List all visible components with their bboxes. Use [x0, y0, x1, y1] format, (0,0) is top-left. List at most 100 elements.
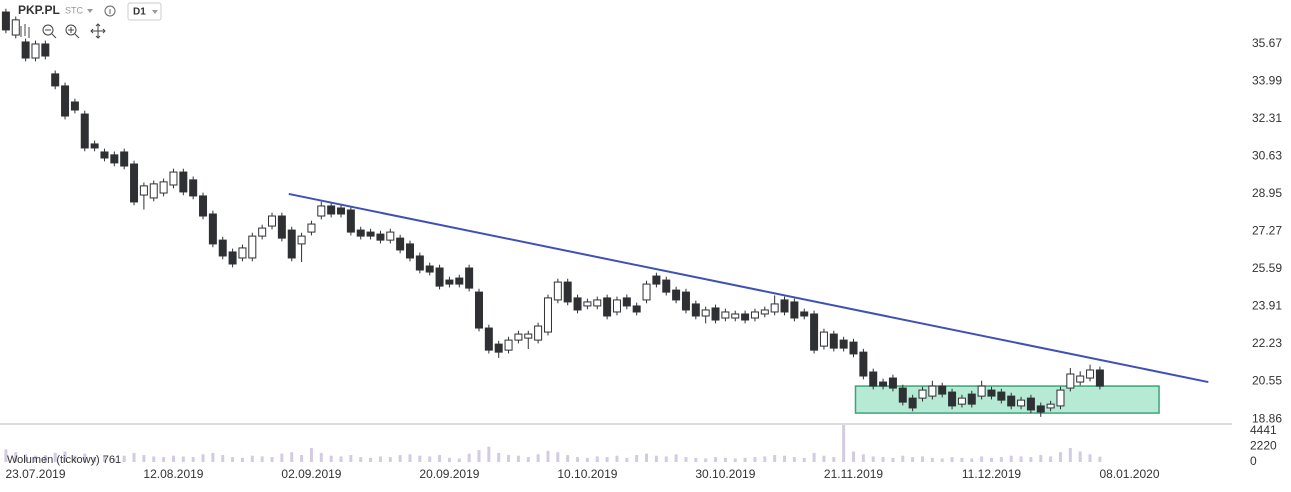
volume-bar	[960, 457, 964, 462]
volume-bar	[4, 449, 8, 462]
candle-body	[731, 313, 740, 319]
volume-tick-label: 0	[1250, 454, 1257, 468]
candle-body	[819, 331, 828, 347]
source[interactable]: STC	[65, 5, 84, 15]
volume-bar	[1049, 456, 1053, 462]
volume-bar	[309, 448, 313, 462]
volume-bar	[989, 457, 993, 462]
volume-bar	[970, 458, 974, 462]
candle-body	[879, 381, 888, 387]
volume-bar	[418, 455, 422, 462]
x-tick-label: 20.09.2019	[419, 467, 479, 481]
volume-bar	[24, 454, 28, 462]
volume-bar	[290, 452, 294, 462]
candle-body	[199, 195, 208, 217]
candle-body	[553, 281, 562, 301]
interval-box[interactable]	[127, 2, 162, 21]
candle-body	[356, 229, 365, 237]
candle-body	[317, 205, 326, 217]
volume-bar	[181, 456, 185, 462]
volume-bar	[891, 457, 895, 462]
volume-bar	[1019, 456, 1023, 462]
volume-bar	[428, 456, 432, 462]
candle-body	[248, 235, 257, 259]
volume-bar	[526, 457, 530, 462]
volume-bar	[122, 455, 126, 462]
candle-body	[90, 143, 99, 149]
candle-body	[1, 11, 10, 31]
volume-bar	[921, 456, 924, 462]
volume-bar	[329, 455, 333, 462]
volume-bar	[980, 456, 984, 462]
candle-body	[415, 255, 424, 271]
volume-bar	[300, 455, 304, 462]
volume-bar	[447, 457, 451, 462]
volume-bar	[83, 453, 87, 462]
candle-body	[258, 227, 267, 237]
zoom-out-icon[interactable]	[42, 24, 54, 36]
volume-bar	[763, 456, 767, 462]
candle-body	[672, 289, 681, 301]
x-tick-label: 12.08.2019	[143, 467, 203, 481]
x-tick-label: 21.11.2019	[824, 467, 883, 481]
volume-bar	[723, 457, 727, 462]
volume-bar	[250, 455, 254, 462]
volume-bar	[930, 457, 934, 462]
volume-bar	[378, 456, 382, 462]
plot-area	[1, 8, 1209, 462]
volume-bar	[684, 457, 688, 462]
interval[interactable]: D1	[133, 7, 146, 18]
candle-body	[593, 299, 602, 307]
y-tick-label: 28.95	[1252, 186, 1282, 200]
candle-body	[1095, 369, 1104, 387]
pan-icon[interactable]	[90, 23, 106, 39]
symbol[interactable]: PKP.PL	[18, 3, 60, 17]
volume-bar	[832, 457, 836, 462]
candle-body	[110, 154, 119, 164]
candle-body	[41, 43, 50, 57]
x-tick-label: 02.09.2019	[281, 467, 341, 481]
toolbar	[20, 23, 106, 39]
info-icon[interactable]	[104, 5, 116, 17]
candle-body	[780, 299, 789, 313]
candle-body	[1036, 405, 1045, 413]
candle-body	[691, 303, 700, 317]
volume-bar	[211, 452, 215, 462]
dropdown-arrow[interactable]	[87, 9, 93, 13]
candle-body	[829, 333, 838, 349]
volume-bar	[270, 457, 274, 462]
volume-bar	[1068, 448, 1072, 462]
x-tick-label: 11.12.2019	[962, 467, 1021, 481]
volume-bar	[231, 457, 235, 462]
volume-bar	[319, 452, 323, 462]
candle-body	[997, 391, 1006, 401]
candle-body	[652, 275, 661, 285]
candle-body	[465, 267, 474, 289]
volume-bar	[871, 456, 875, 462]
candle-body	[1056, 389, 1065, 407]
volume-bar	[911, 457, 915, 462]
candle-body	[366, 231, 375, 237]
candle-body	[376, 233, 385, 241]
candle-body	[396, 237, 405, 251]
volume-bar	[359, 457, 363, 462]
chart-type-icon[interactable]	[20, 24, 30, 38]
candle-body	[1086, 369, 1095, 379]
candle-body	[849, 341, 858, 355]
volume-bar	[497, 452, 501, 462]
candle-body	[268, 215, 277, 227]
candle-body	[810, 313, 819, 351]
candle-body	[80, 113, 89, 149]
volume-bar	[1088, 454, 1092, 462]
candle-body	[130, 163, 139, 203]
candle-body	[869, 371, 878, 387]
candle-body	[61, 85, 70, 117]
volume-bar	[1098, 456, 1102, 462]
volume-bar	[536, 454, 540, 462]
volume-bar	[477, 450, 481, 462]
zoom-in-icon[interactable]	[65, 24, 77, 36]
candle-body	[1066, 373, 1075, 389]
candle-body	[908, 397, 917, 409]
candle-body	[1046, 403, 1055, 409]
